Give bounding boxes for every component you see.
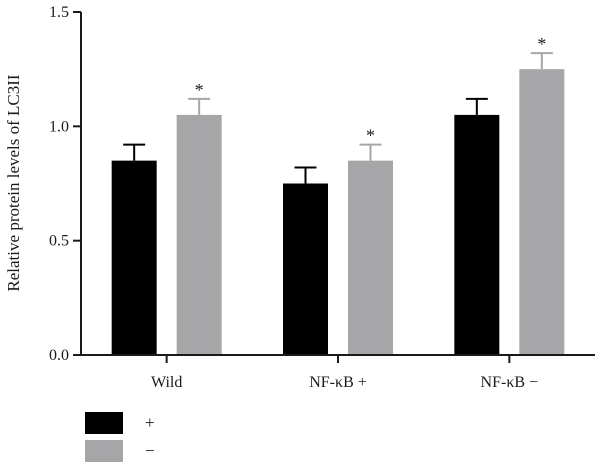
- y-tick-label: 0.0: [49, 347, 69, 364]
- bar: [111, 160, 157, 355]
- y-tick-label: 1.0: [49, 118, 69, 135]
- y-tick-label: 0.5: [49, 233, 69, 250]
- legend-label: +: [145, 413, 155, 432]
- y-axis-title: Relative protein levels of LC3II: [4, 74, 23, 291]
- legend-swatch: [85, 412, 123, 434]
- x-tick-label: NF-κB +: [309, 374, 367, 391]
- bar: [519, 69, 565, 356]
- legend: +−: [85, 412, 155, 462]
- legend-swatch: [85, 440, 123, 462]
- significance-label: *: [366, 126, 375, 146]
- x-tick-label: NF-κB −: [481, 374, 539, 391]
- bars: * * *: [111, 34, 565, 356]
- y-axis: 0.0 0.5 1.0 1.5: [49, 4, 82, 364]
- bar: [283, 183, 328, 355]
- bar: [176, 114, 222, 356]
- x-axis: Wild NF-κB + NF-κB −: [81, 354, 595, 391]
- bar: [454, 114, 500, 356]
- legend-label: −: [145, 441, 155, 460]
- bar: [348, 160, 393, 355]
- x-tick-label: Wild: [151, 374, 182, 391]
- significance-label: *: [195, 80, 204, 100]
- significance-label: *: [537, 34, 546, 54]
- y-tick-label: 1.5: [49, 4, 69, 21]
